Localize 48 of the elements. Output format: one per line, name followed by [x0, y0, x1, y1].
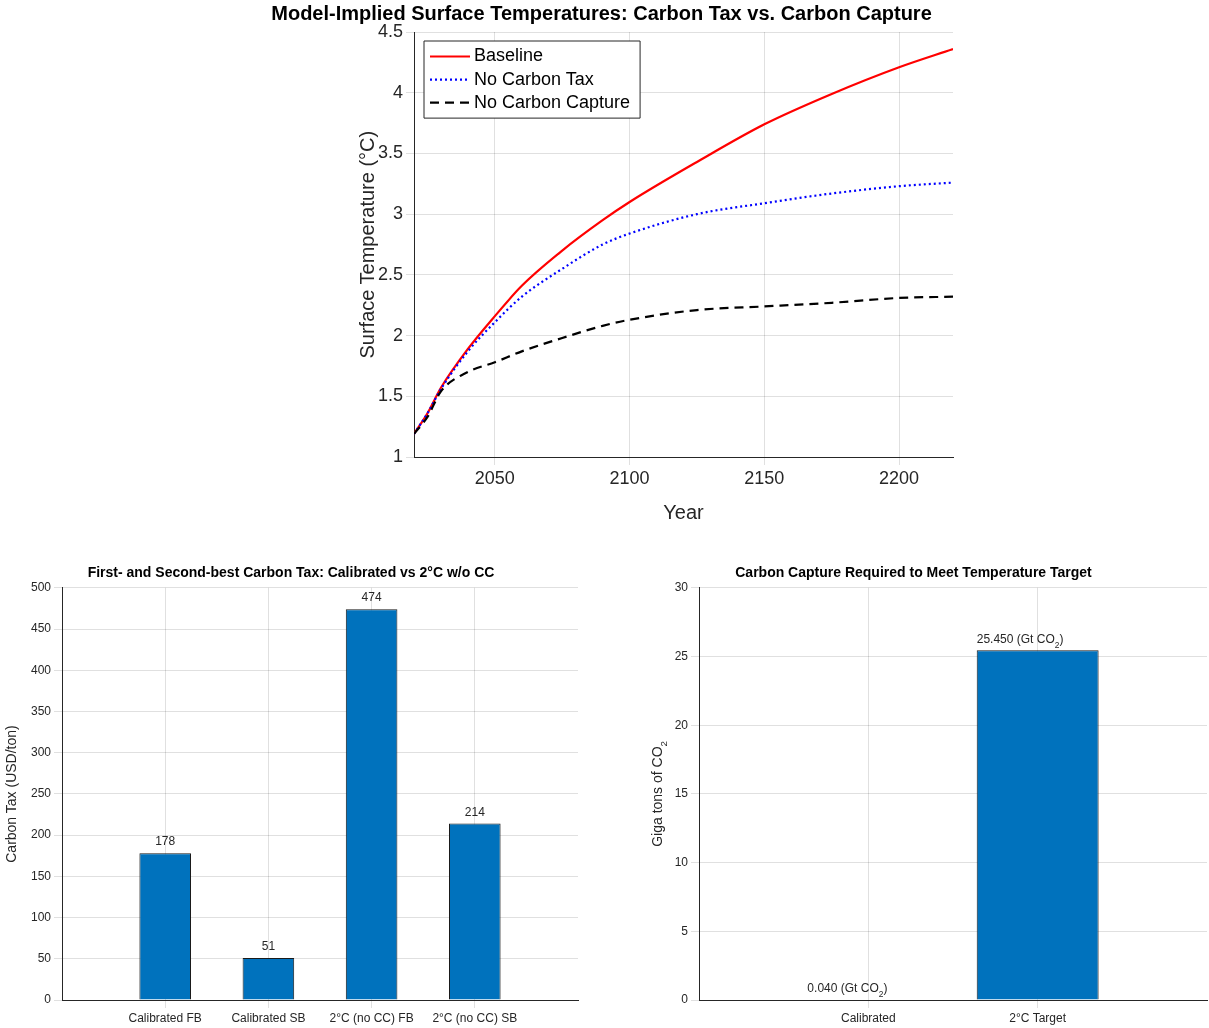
y-tick-label: 25: [674, 648, 689, 663]
y-tick-label: 150: [30, 868, 52, 883]
chart-title: Carbon Capture Required to Meet Temperature Target: [735, 564, 1093, 581]
y-tick-label: 3: [392, 203, 403, 224]
data-label: 474: [361, 590, 382, 605]
y-axis-title: Carbon Tax (USD/ton): [3, 725, 19, 863]
x-tick-label: 2°C Target: [1009, 1010, 1067, 1025]
y-tick-label: 10: [674, 854, 689, 869]
y-tick-label: 100: [30, 909, 52, 924]
y-tick-label: 450: [30, 621, 52, 636]
x-tick-label: Calibrated FB: [128, 1010, 202, 1025]
data-label: 214: [464, 804, 486, 819]
y-tick-label: 300: [30, 744, 52, 759]
y-tick-label: 5: [681, 923, 689, 938]
x-tick-label: 2050: [474, 467, 515, 488]
y-tick-label: 30: [674, 580, 689, 595]
data-label: 51: [261, 938, 276, 953]
chart-title: First- and Second-best Carbon Tax: Calibrated vs 2°C w/o CC: [87, 564, 495, 581]
y-tick-label: 2.5: [377, 263, 403, 284]
y-tick-label: 200: [30, 827, 52, 842]
x-tick-label: 2150: [744, 467, 785, 488]
y-tick-label: 1: [392, 445, 403, 466]
legend-label: No Carbon Capture: [474, 91, 631, 112]
legend-label: No Carbon Tax: [474, 68, 594, 89]
x-tick-label: 2100: [609, 467, 650, 488]
x-tick-label: Calibrated: [840, 1010, 896, 1025]
legend-label: Baseline: [474, 45, 544, 66]
data-label: 178: [155, 834, 176, 849]
x-tick-label: 2°C (no CC) SB: [432, 1010, 518, 1025]
y-tick-label: 400: [30, 662, 52, 677]
y-tick-label: 2: [392, 324, 403, 345]
y-tick-label: 20: [674, 717, 689, 732]
y-tick-label: 4: [392, 81, 403, 102]
y-tick-label: 15: [674, 786, 689, 801]
y-tick-label: 350: [30, 703, 52, 718]
x-tick-label: 2200: [879, 467, 920, 488]
y-tick-label: 250: [30, 786, 52, 801]
x-tick-label: 2°C (no CC) FB: [329, 1010, 414, 1025]
y-tick-label: 500: [30, 580, 52, 595]
y-tick-label: 3.5: [377, 142, 403, 163]
y-tick-label: 0: [681, 992, 689, 1007]
y-tick-label: 0: [44, 992, 52, 1007]
y-axis-title: Surface Temperature (°C): [356, 130, 378, 359]
x-tick-label: Calibrated SB: [231, 1010, 306, 1025]
x-axis-title: Year: [663, 500, 705, 523]
y-tick-label: 1.5: [377, 385, 403, 406]
y-tick-label: 50: [37, 951, 52, 966]
y-axis-title: Giga tons of CO2: [649, 740, 669, 847]
